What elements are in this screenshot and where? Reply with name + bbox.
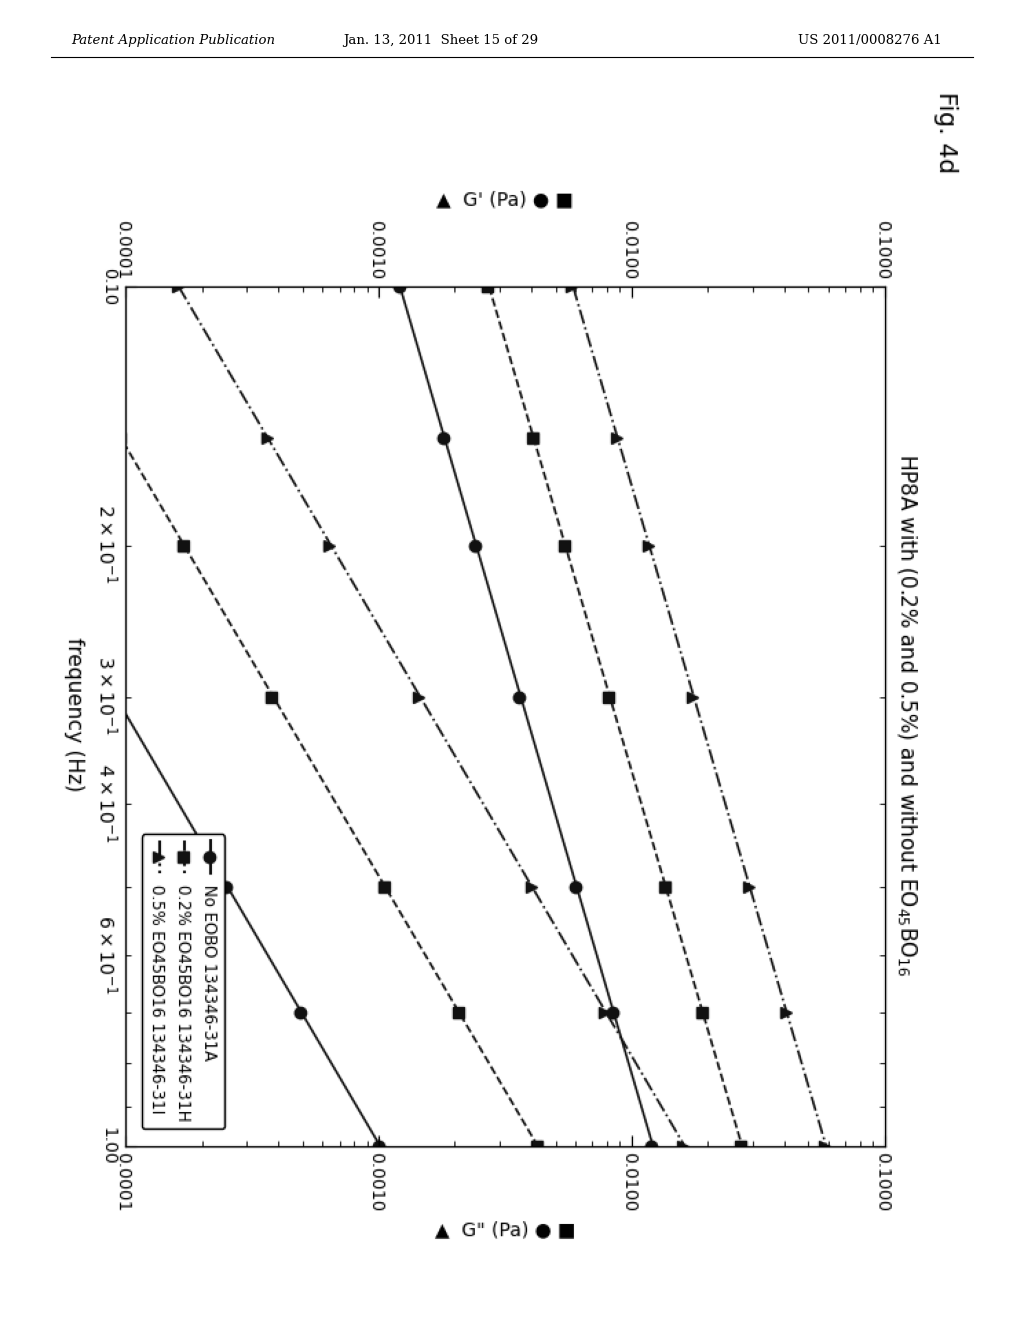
Text: US 2011/0008276 A1: US 2011/0008276 A1 — [799, 33, 942, 46]
Text: Patent Application Publication: Patent Application Publication — [72, 33, 275, 46]
Text: Jan. 13, 2011  Sheet 15 of 29: Jan. 13, 2011 Sheet 15 of 29 — [343, 33, 538, 46]
